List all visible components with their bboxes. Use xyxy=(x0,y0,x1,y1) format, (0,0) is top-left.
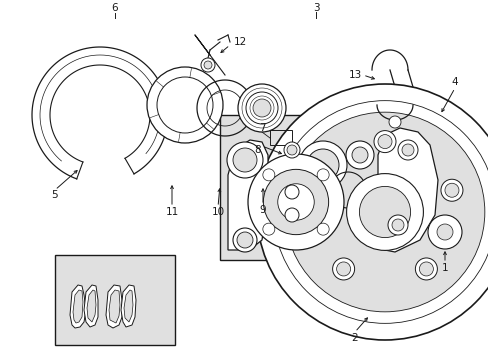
Circle shape xyxy=(284,142,299,158)
Circle shape xyxy=(401,144,413,156)
Circle shape xyxy=(444,183,458,197)
Circle shape xyxy=(388,116,400,128)
Circle shape xyxy=(414,258,436,280)
Circle shape xyxy=(427,215,461,249)
Text: 8: 8 xyxy=(254,145,261,155)
Polygon shape xyxy=(70,285,86,328)
Circle shape xyxy=(252,99,270,117)
Circle shape xyxy=(277,184,314,220)
Circle shape xyxy=(247,154,343,250)
Circle shape xyxy=(286,145,296,155)
Circle shape xyxy=(351,147,367,163)
Text: 13: 13 xyxy=(347,70,361,80)
Polygon shape xyxy=(106,285,122,328)
Circle shape xyxy=(285,112,484,312)
Circle shape xyxy=(245,92,278,124)
Circle shape xyxy=(203,61,212,69)
Text: 11: 11 xyxy=(165,207,178,217)
Circle shape xyxy=(419,262,432,276)
Circle shape xyxy=(263,223,274,235)
Text: 3: 3 xyxy=(312,3,319,13)
Circle shape xyxy=(397,140,417,160)
Circle shape xyxy=(317,169,328,181)
Bar xyxy=(220,115,459,260)
Circle shape xyxy=(312,205,332,225)
Circle shape xyxy=(391,219,403,231)
Circle shape xyxy=(285,185,298,199)
Text: 12: 12 xyxy=(233,37,246,47)
Circle shape xyxy=(226,142,263,178)
Circle shape xyxy=(238,84,285,132)
Circle shape xyxy=(317,223,328,235)
Circle shape xyxy=(237,232,252,248)
Circle shape xyxy=(257,84,488,340)
Polygon shape xyxy=(73,290,83,323)
Bar xyxy=(55,255,175,345)
Circle shape xyxy=(346,141,373,169)
Circle shape xyxy=(306,199,338,231)
Circle shape xyxy=(336,262,350,276)
Circle shape xyxy=(306,179,328,201)
Circle shape xyxy=(346,174,423,251)
Circle shape xyxy=(359,186,410,238)
Circle shape xyxy=(273,101,488,323)
Circle shape xyxy=(377,135,391,149)
Text: 7: 7 xyxy=(258,123,265,133)
Polygon shape xyxy=(87,290,96,322)
Polygon shape xyxy=(124,290,133,322)
Circle shape xyxy=(373,131,395,153)
Circle shape xyxy=(285,208,298,222)
Circle shape xyxy=(306,149,338,181)
Text: 6: 6 xyxy=(111,3,118,13)
Circle shape xyxy=(332,258,354,280)
Text: 5: 5 xyxy=(52,190,58,200)
Polygon shape xyxy=(377,128,437,252)
Text: 4: 4 xyxy=(451,77,457,87)
Circle shape xyxy=(298,141,346,189)
Circle shape xyxy=(387,215,407,235)
Circle shape xyxy=(157,77,213,133)
Text: 9: 9 xyxy=(259,205,266,215)
Circle shape xyxy=(263,169,274,181)
Polygon shape xyxy=(109,290,120,323)
Circle shape xyxy=(147,67,223,143)
Circle shape xyxy=(201,58,215,72)
Circle shape xyxy=(440,179,462,201)
Circle shape xyxy=(263,169,328,235)
Circle shape xyxy=(232,228,257,252)
Circle shape xyxy=(436,224,452,240)
Polygon shape xyxy=(121,285,136,327)
Polygon shape xyxy=(84,285,98,327)
Bar xyxy=(269,130,291,145)
Polygon shape xyxy=(227,140,267,250)
Circle shape xyxy=(310,183,325,197)
Text: 10: 10 xyxy=(211,207,224,217)
Text: 1: 1 xyxy=(441,263,447,273)
Text: 2: 2 xyxy=(351,333,358,343)
Circle shape xyxy=(232,148,257,172)
